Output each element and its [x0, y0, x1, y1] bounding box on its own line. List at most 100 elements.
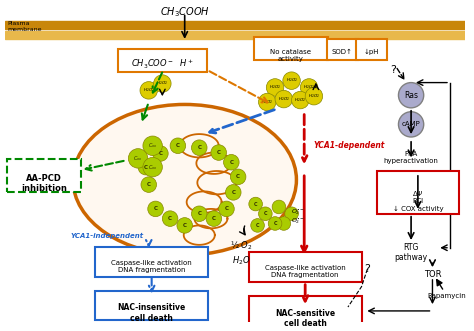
- Circle shape: [140, 82, 157, 99]
- Circle shape: [301, 79, 318, 96]
- Text: C: C: [197, 145, 201, 150]
- Text: C: C: [147, 182, 151, 187]
- Text: C: C: [168, 216, 172, 221]
- Text: TOR: TOR: [424, 270, 441, 279]
- Text: C: C: [229, 160, 233, 165]
- Circle shape: [230, 169, 246, 185]
- Circle shape: [399, 83, 424, 108]
- FancyBboxPatch shape: [377, 171, 459, 214]
- Circle shape: [138, 159, 154, 175]
- Bar: [5, 31, 465, 39]
- Text: C: C: [182, 223, 187, 228]
- Circle shape: [277, 217, 291, 230]
- Text: Caspase-like activation
DNA fragmentation: Caspase-like activation DNA fragmentatio…: [111, 260, 192, 273]
- Circle shape: [148, 201, 164, 217]
- Text: Caspase-like activation
DNA fragmentation: Caspase-like activation DNA fragmentatio…: [265, 265, 346, 278]
- Circle shape: [292, 91, 309, 109]
- Text: $H_2O_2$: $H_2O_2$: [303, 84, 315, 91]
- Text: PKA
hyperactivation: PKA hyperactivation: [383, 151, 438, 164]
- Circle shape: [249, 197, 263, 211]
- FancyBboxPatch shape: [254, 37, 328, 60]
- Circle shape: [177, 218, 192, 233]
- Bar: [5, 22, 465, 29]
- FancyBboxPatch shape: [249, 296, 362, 324]
- Text: RTG
pathway: RTG pathway: [394, 243, 428, 262]
- Circle shape: [275, 90, 292, 108]
- Circle shape: [154, 75, 171, 92]
- FancyBboxPatch shape: [249, 252, 362, 282]
- Text: C: C: [197, 211, 201, 216]
- Text: C: C: [273, 221, 277, 226]
- Text: C: C: [154, 207, 157, 212]
- Circle shape: [219, 201, 234, 217]
- Text: ↓pH: ↓pH: [364, 49, 379, 55]
- Text: $H_2O_2$: $H_2O_2$: [294, 96, 306, 104]
- Circle shape: [153, 146, 168, 161]
- Circle shape: [258, 207, 272, 220]
- Text: C: C: [225, 207, 228, 212]
- Circle shape: [399, 112, 424, 137]
- Text: $C_{ox}$: $C_{ox}$: [148, 163, 157, 171]
- Circle shape: [143, 158, 163, 177]
- Circle shape: [266, 79, 284, 96]
- Circle shape: [211, 145, 227, 160]
- Circle shape: [285, 207, 298, 220]
- FancyBboxPatch shape: [7, 159, 81, 192]
- FancyBboxPatch shape: [327, 39, 358, 60]
- Circle shape: [191, 140, 207, 156]
- Circle shape: [143, 136, 163, 156]
- Circle shape: [283, 72, 301, 89]
- Circle shape: [163, 211, 178, 226]
- Text: $C_{ox}$: $C_{ox}$: [133, 154, 143, 163]
- Text: C: C: [236, 174, 240, 179]
- Text: YCA1-independent: YCA1-independent: [71, 233, 144, 239]
- Text: $H_2O_2$: $H_2O_2$: [286, 77, 298, 84]
- Text: $H_2O_2$: $H_2O_2$: [156, 80, 168, 87]
- Text: NAC-insensitive
cell death: NAC-insensitive cell death: [118, 303, 186, 322]
- Text: ΔΨ
RCI
↓ COX activity: ΔΨ RCI ↓ COX activity: [392, 191, 443, 212]
- Circle shape: [251, 218, 264, 232]
- Text: $CH_3COOH$: $CH_3COOH$: [160, 5, 210, 19]
- Text: C: C: [176, 143, 180, 148]
- Text: NAC-sensitive
cell death: NAC-sensitive cell death: [275, 309, 335, 328]
- Text: YCA1-dependent: YCA1-dependent: [314, 141, 385, 150]
- Text: Plasma
membrane: Plasma membrane: [7, 22, 41, 32]
- Text: ?: ?: [365, 264, 370, 274]
- Text: cAMP: cAMP: [401, 121, 420, 127]
- FancyBboxPatch shape: [118, 49, 207, 72]
- Text: Ras: Ras: [404, 91, 418, 100]
- Circle shape: [141, 177, 156, 192]
- Circle shape: [191, 206, 207, 221]
- FancyBboxPatch shape: [356, 39, 387, 60]
- Text: $CH_3COO^-$  $H^+$: $CH_3COO^-$ $H^+$: [131, 58, 194, 71]
- Text: C: C: [217, 150, 221, 155]
- Circle shape: [170, 138, 186, 154]
- Text: $H_2O_2$: $H_2O_2$: [278, 95, 290, 103]
- Text: $H_2O_2$: $H_2O_2$: [261, 98, 273, 106]
- Circle shape: [305, 87, 323, 105]
- Text: C: C: [231, 190, 235, 195]
- Ellipse shape: [73, 105, 296, 255]
- Circle shape: [206, 211, 222, 226]
- Text: $O_2^{\bullet-}$: $O_2^{\bullet-}$: [291, 207, 305, 217]
- Circle shape: [226, 185, 241, 200]
- Text: $H_2O_2$: $H_2O_2$: [269, 84, 281, 91]
- Text: C: C: [264, 211, 267, 216]
- Circle shape: [258, 93, 276, 111]
- Circle shape: [268, 217, 282, 230]
- Text: $H_2O_2$: $H_2O_2$: [143, 87, 155, 94]
- Text: C: C: [144, 165, 148, 169]
- Text: $H_2O$: $H_2O$: [232, 254, 250, 267]
- Text: Rapamycin: Rapamycin: [428, 294, 466, 300]
- Circle shape: [272, 200, 286, 214]
- Text: $O_2^{\bullet-}$: $O_2^{\bullet-}$: [291, 217, 305, 226]
- Text: $C_{ox}$: $C_{ox}$: [148, 141, 157, 150]
- Text: SOD↑: SOD↑: [332, 49, 353, 55]
- Text: AA-PCD
inhibition: AA-PCD inhibition: [21, 174, 67, 193]
- Text: C: C: [212, 216, 216, 221]
- Text: ½ $O_2$: ½ $O_2$: [230, 240, 252, 252]
- Text: C: C: [254, 202, 257, 207]
- Text: C: C: [256, 223, 259, 228]
- FancyBboxPatch shape: [95, 291, 208, 320]
- Circle shape: [128, 149, 148, 168]
